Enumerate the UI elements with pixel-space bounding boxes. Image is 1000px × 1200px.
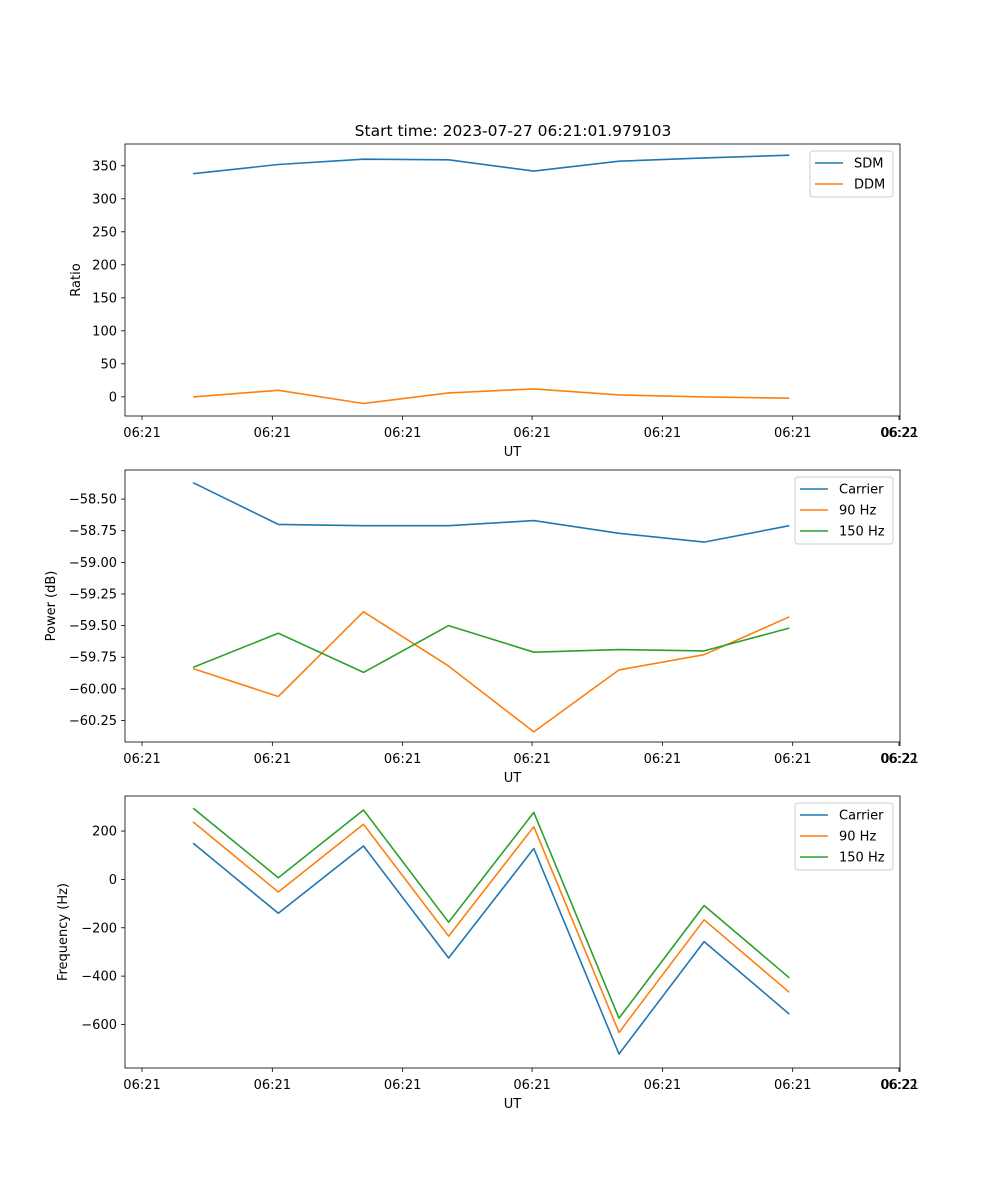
y-tick-label: −200 [81,921,117,936]
figure-title: Start time: 2023-07-27 06:21:01.979103 [355,122,672,140]
x-tick-label: 06:22 [880,426,917,441]
y-tick-label: 0 [109,873,117,888]
x-tick-label: 06:21 [774,1078,811,1093]
legend-label: SDM [854,157,883,172]
x-tick-label: 06:21 [644,752,681,767]
y-tick-label: −400 [81,970,117,985]
chart-panel-2: 06:21 06:21 06:21 06:21 06:21 06:21 06:2106:22… [44,469,919,786]
x-tick-label: 06:21 [774,752,811,767]
x-tick-label: 06:21 [513,426,550,441]
series-line-ddm [193,388,790,405]
x-tick-label: 06:21 [123,426,160,441]
x-tick-label: 06:21 [254,426,291,441]
x-tick-label: 06:21 [254,752,291,767]
legend: Carrier 90 Hz 150 Hz [794,476,894,545]
series-line-150-hz [192,807,790,1020]
x-tick-label: 06:21 [644,1078,681,1093]
legend-label: 90 Hz [839,504,876,519]
x-tick-label: 06:21 [123,1078,160,1093]
series-line-carrier [192,842,790,1055]
axes-frame [124,143,901,417]
legend-label: DDM [854,178,885,193]
series-line-90-hz [192,610,790,733]
x-tick-label: 06:21 [384,752,421,767]
x-tick-label: 06:21 [881,752,918,767]
y-tick-label: 0 [109,390,117,405]
y-tick-label: −60.00 [69,682,117,697]
x-tick-label: 06:21 [513,752,550,767]
legend-label: 150 Hz [839,525,885,540]
x-tick-label: 06:21 [513,1078,550,1093]
legend-label: 90 Hz [839,830,876,845]
y-axis-label: Frequency (Hz) [56,883,71,981]
y-tick-label: −58.50 [69,493,117,508]
legend-label: Carrier [839,809,884,824]
y-tick-label: −59.25 [69,587,117,602]
x-axis-label: UT [504,1097,522,1112]
y-tick-label: 100 [92,324,117,339]
legend: Carrier 90 Hz 150 Hz [794,802,894,871]
y-axis-label: Power (dB) [44,571,59,642]
y-tick-label: −59.75 [69,651,117,666]
x-tick-label: 06:21 [881,426,918,441]
chart-panel-3: 06:21 06:21 06:21 06:21 06:21 06:21 06:2106:22… [56,795,919,1112]
legend-box [794,802,894,871]
y-tick-label: 200 [92,258,117,273]
x-tick-label: 06:21 [254,1078,291,1093]
y-tick-label: 350 [92,159,117,174]
y-tick-label: −60.25 [69,714,117,729]
legend: SDM DDM [809,150,894,198]
y-tick-label: −58.75 [69,524,117,539]
x-tick-label: 06:22 [880,752,917,767]
x-tick-label: 06:21 [774,426,811,441]
y-tick-label: −59.00 [69,556,117,571]
x-tick-label: 06:21 [384,426,421,441]
series-line-carrier [192,481,790,543]
y-tick-label: 250 [92,225,117,240]
axes-frame [124,469,901,743]
axes-frame [124,795,901,1069]
y-tick-label: 150 [92,291,117,306]
series-line-90-hz [192,821,790,1034]
x-axis-label: UT [504,445,522,460]
y-tick-label: 200 [92,825,117,840]
y-tick-label: −59.50 [69,619,117,634]
legend-box [794,476,894,545]
y-tick-label: 300 [92,192,117,207]
chart-panel-1: 06:21 06:21 06:21 06:21 06:21 06:21 06:2106:22… [69,143,919,460]
x-axis-label: UT [504,771,522,786]
series-line-sdm [193,154,790,175]
series-line-150-hz [192,624,790,674]
x-tick-label: 06:21 [123,752,160,767]
x-tick-label: 06:21 [384,1078,421,1093]
x-tick-label: 06:21 [644,426,681,441]
legend-label: 150 Hz [839,851,885,866]
x-tick-label: 06:22 [880,1078,917,1093]
legend-label: Carrier [839,483,884,498]
x-tick-label: 06:21 [881,1078,918,1093]
y-tick-label: −600 [81,1018,117,1033]
y-tick-label: 50 [100,357,117,372]
y-axis-label: Ratio [69,263,84,296]
